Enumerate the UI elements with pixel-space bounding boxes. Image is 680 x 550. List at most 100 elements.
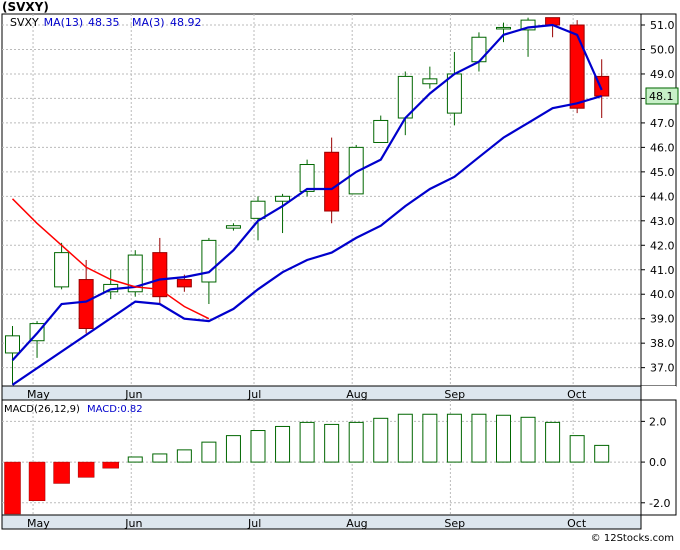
macd-bar-positive: [569, 435, 585, 463]
candle-body: [348, 146, 364, 195]
candle-up: [422, 66, 438, 89]
candle-body: [54, 252, 70, 288]
candle-body: [496, 26, 511, 30]
macd-tick-label: 2.0: [649, 415, 667, 428]
month-label: Oct: [567, 517, 587, 530]
macd-bar-positive: [446, 413, 462, 463]
month-label: Sep: [444, 517, 465, 530]
price-tick-label: 40.0: [650, 288, 675, 301]
price-axis-corner: [641, 386, 676, 400]
candle-body: [250, 200, 266, 219]
candle-up: [275, 193, 291, 234]
macd-tick-label: 0.0: [649, 456, 667, 469]
series-line: [11, 198, 210, 320]
macd-legend-value: MACD:0.82: [87, 404, 143, 415]
macd-bar-positive: [348, 421, 364, 463]
macd-bar-negative: [77, 461, 95, 478]
candle-body: [176, 279, 192, 288]
macd-bar-positive: [225, 435, 241, 463]
macd-bar-positive: [471, 413, 487, 463]
price-tick-label: 46.0: [650, 141, 675, 154]
last-price-box: [645, 87, 679, 105]
month-label: Aug: [346, 388, 367, 401]
macd-bar-positive: [152, 453, 168, 463]
macd-bar-positive: [397, 413, 413, 463]
candle-body: [275, 195, 291, 202]
month-label: Jul: [247, 517, 261, 530]
month-label: May: [27, 517, 50, 530]
price-tick-label: 49.0: [650, 68, 675, 81]
price-tick-label: 44.0: [650, 190, 675, 203]
candle-up: [5, 326, 20, 385]
month-label: May: [27, 388, 50, 401]
macd-bar-positive: [176, 449, 192, 463]
candle-up: [348, 144, 364, 195]
candle-down: [569, 20, 585, 114]
macd-bar-positive: [422, 413, 438, 463]
macd-tick-label: -2.0: [649, 497, 670, 510]
candle-up: [496, 22, 511, 43]
month-gridlines: May May Jun Jun Jul Jul Aug Aug Sep Sep Oct Oct: [27, 14, 587, 530]
legend-item: SVXY: [10, 16, 39, 29]
series-line-ma-13-: [11, 23, 603, 362]
macd-bar-positive: [373, 417, 389, 463]
price-tick-label: 47.0: [650, 117, 675, 130]
candle-body: [569, 24, 585, 109]
price-tick-label: 38.0: [650, 337, 675, 350]
macd-legend: MACD(26,12,9) MACD:0.82: [4, 404, 143, 415]
macd-bar-positive: [299, 421, 315, 463]
watermark: © 12Stocks.com: [590, 533, 674, 544]
macd-bar-negative: [28, 461, 46, 502]
last-price-label: 48.1: [649, 90, 674, 103]
candle-body: [5, 335, 20, 354]
price-tick-label: 51.0: [650, 19, 675, 32]
candle-body: [471, 36, 487, 63]
candle-body: [78, 279, 94, 329]
month-label: Jun: [124, 388, 142, 401]
macd-legend-name: MACD(26,12,9): [4, 404, 80, 415]
price-xaxis-band: [1, 385, 642, 401]
candle-up: [250, 196, 266, 241]
macd-bar-positive: [201, 441, 217, 463]
candle-body: [324, 151, 340, 212]
candle-down: [152, 237, 168, 305]
candle-body: [201, 239, 217, 283]
candle-body: [299, 164, 315, 192]
macd-bar-positive: [324, 423, 340, 463]
candle-up: [54, 242, 70, 290]
price-tick-label: 50.0: [650, 43, 675, 56]
candle-up: [225, 223, 241, 231]
legend-item: 48.35: [88, 16, 120, 29]
macd-bar-positive: [127, 456, 143, 463]
price-tick-label: 41.0: [650, 264, 675, 277]
month-label: Jun: [124, 517, 142, 530]
month-label: Oct: [567, 388, 587, 401]
macd-bar-positive: [594, 444, 610, 463]
last-price-tag: 48.1: [645, 87, 679, 105]
candle-down: [78, 259, 94, 334]
price-gridlines: 37.0 38.0 39.0 40.0 41.0 42.0 43.0 44.0 45.0 46.0…: [2, 19, 675, 375]
candle-up: [299, 159, 315, 197]
candle-body: [152, 252, 168, 298]
candle-up: [127, 250, 143, 297]
candle-body: [520, 19, 536, 31]
price-tick-label: 42.0: [650, 239, 675, 252]
candle-body: [422, 78, 438, 85]
macd-xaxis-band: [1, 514, 642, 530]
macd-bar-positive: [520, 416, 536, 463]
macd-bars: [4, 413, 610, 515]
month-label: Sep: [444, 388, 465, 401]
macd-bar-positive: [275, 425, 291, 463]
month-label: Aug: [346, 517, 367, 530]
chart-title: (SVXY): [2, 0, 49, 14]
legend-item: MA(13): [44, 16, 84, 29]
price-tick-label: 43.0: [650, 215, 675, 228]
price-tick-label: 39.0: [650, 313, 675, 326]
candle-body: [225, 225, 241, 229]
price-tick-label: 45.0: [650, 166, 675, 179]
macd-bar-negative: [102, 461, 119, 469]
macd-bar-negative: [4, 461, 21, 515]
